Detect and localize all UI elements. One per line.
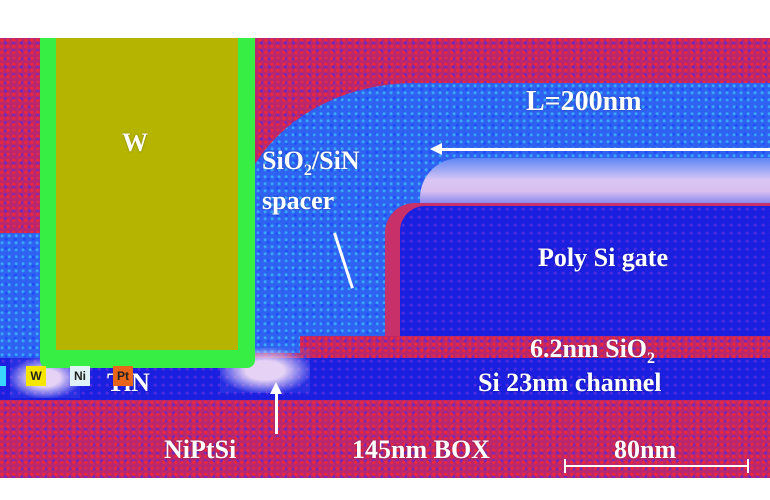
label-spacer-line2: spacer [262,186,335,216]
label-channel: Si 23nm channel [478,368,662,397]
scale-bar [565,465,748,467]
gate-oxide [300,336,770,358]
silicide-arrow [275,392,278,434]
label-spacer-sub: 2 [303,162,312,180]
label-gate-oxide: 6.2nm SiO2 [530,334,655,368]
label-spacer-pre: SiO [262,146,304,175]
label-spacer-post: /SiN [311,146,360,175]
label-poly-gate: Poly Si gate [538,243,668,272]
label-oxide-pre: 6.2nm SiO [530,334,648,363]
label-box: 145nm BOX [352,435,490,464]
label-oxide-sub: 2 [647,350,656,368]
legend-swatch-w: W [26,366,46,386]
gate-length-arrowhead [430,143,442,155]
silicide-arrowhead [270,382,282,394]
label-gate-length: L=200nm [526,86,642,117]
label-silicide: NiPtSi [164,435,237,464]
label-scale-bar: 80nm [614,435,677,464]
label-spacer: SiO2/SiN spacer [262,146,360,216]
legend-swatch-0 [0,366,6,386]
scale-bar-left-cap [564,459,566,473]
tungsten-plug [56,38,238,350]
poly-si-gate [400,206,770,336]
scale-bar-right-cap [747,459,749,473]
label-w: W [122,128,148,157]
gate-length-arrow [440,148,770,151]
legend-swatch-ni: Ni [70,366,90,386]
legend-swatch-pt: Pt [113,366,133,386]
